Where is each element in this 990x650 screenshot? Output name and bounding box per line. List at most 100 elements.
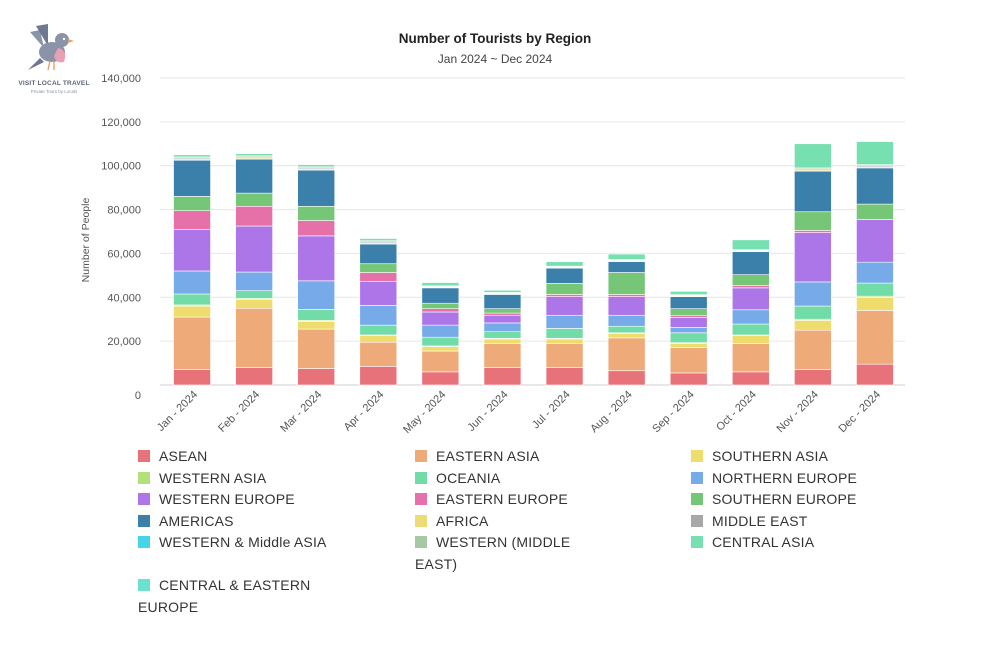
bar-segment — [794, 281, 832, 307]
bar-segment — [669, 314, 708, 318]
bar-segment — [607, 272, 646, 295]
bar-segment — [421, 302, 460, 309]
legend-swatch — [691, 450, 703, 462]
bar-segment — [359, 272, 398, 282]
legend-item[interactable]: CENTRAL ASIA — [691, 532, 891, 554]
bar-segment — [607, 337, 646, 372]
legend-item[interactable]: OCEANIA — [415, 468, 615, 490]
bar-segment — [173, 369, 211, 386]
bar-segment — [235, 205, 273, 227]
bar-segment — [545, 338, 584, 344]
y-tick-label: 140,000 — [101, 73, 141, 85]
legend-label: OCEANIA — [436, 469, 501, 486]
legend-swatch — [415, 471, 427, 484]
y-axis: 0 20,000 40,000 60,000 80,000 100,000 120,000 1… — [101, 73, 141, 402]
bar-segment — [173, 316, 211, 370]
legend-label: SOUTHERN ASIA — [712, 448, 829, 464]
legend-swatch — [691, 514, 703, 527]
bar-segment — [173, 210, 211, 230]
bar-segment — [545, 283, 584, 295]
bar-segment — [483, 308, 522, 314]
bar-segment — [297, 309, 336, 321]
bar-segment — [794, 329, 832, 370]
bar-segment — [235, 307, 273, 368]
legend-swatch — [691, 471, 703, 484]
legend-swatch — [415, 536, 427, 548]
bar-segment — [669, 296, 708, 309]
bar-segment — [235, 153, 273, 157]
legend-item[interactable]: AMERICAS — [138, 511, 338, 533]
bar-segment — [607, 314, 646, 327]
bar-segment — [545, 314, 584, 329]
legend-swatch — [415, 493, 427, 505]
bar-segment — [545, 267, 584, 284]
stacked-bar-chart: 0 20,000 40,000 60,000 80,000 100,000 120,000 1… — [80, 73, 905, 436]
bar-segment — [669, 327, 708, 334]
x-tick-label: Aug - 2024 — [588, 389, 635, 436]
legend-label: AMERICAS — [159, 512, 234, 529]
bar-segment — [607, 253, 646, 260]
legend-item[interactable]: MIDDLE EAST — [691, 511, 891, 533]
legend-item[interactable]: AFRICA — [415, 511, 615, 533]
bar-segment — [731, 287, 770, 311]
bar-segment — [421, 282, 460, 287]
legend-item[interactable]: ASEAN — [138, 446, 338, 468]
legend-item[interactable]: EASTERN ASIA — [415, 446, 615, 468]
bar-segment — [483, 322, 522, 333]
legend-item[interactable]: WESTERN (MIDDLE EAST) — [415, 532, 615, 575]
bar-segment — [607, 370, 646, 386]
legend-item[interactable]: WESTERN & Middle ASIA — [138, 532, 338, 554]
bar-segment — [421, 287, 460, 304]
bar-segment — [359, 324, 398, 336]
bar-segment — [235, 192, 273, 207]
bar-segment — [856, 296, 894, 311]
bar-segment — [297, 169, 336, 207]
bar-segment — [794, 230, 832, 233]
bar-segment — [856, 141, 894, 165]
x-tick-label: Jun - 2024 — [465, 389, 510, 434]
bar-segment — [359, 335, 398, 343]
bar-segment — [297, 368, 336, 386]
bar-segment — [794, 320, 832, 331]
bar-segment — [731, 274, 770, 286]
bar-segment — [359, 305, 398, 326]
legend-item[interactable]: EASTERN EUROPE — [415, 489, 615, 511]
x-axis: Jan - 2024 Feb - 2024 Mar - 2024 Apr - 2024… — [155, 389, 883, 436]
bar-segment — [545, 296, 584, 316]
legend-label: SOUTHERN EUROPE — [712, 491, 857, 507]
legend-label: WESTERN (MIDDLE EAST) — [415, 534, 571, 572]
bar-segment — [669, 372, 708, 386]
bar-segment — [173, 305, 211, 318]
legend-swatch — [415, 450, 427, 462]
bar-segment — [669, 343, 708, 349]
bar-segment — [607, 333, 646, 339]
x-tick-label: Feb - 2024 — [216, 389, 262, 435]
bar-segment — [607, 296, 646, 316]
y-axis-label: Number of People — [80, 198, 92, 283]
chart-title: Number of Tourists by Region — [398, 31, 592, 46]
bar-segment — [359, 243, 398, 265]
legend-label: MIDDLE EAST — [712, 512, 808, 529]
bar-segment — [731, 285, 770, 289]
bar-segment — [483, 289, 522, 293]
legend-swatch — [138, 450, 150, 462]
bar-segment — [731, 251, 770, 275]
bar-segment — [856, 261, 894, 284]
legend-item[interactable]: SOUTHERN EUROPE — [691, 489, 891, 511]
bar-segment — [173, 196, 211, 211]
legend-item[interactable]: WESTERN ASIA — [138, 468, 338, 490]
legend-label: NORTHERN EUROPE — [712, 469, 858, 486]
bar-segment — [669, 291, 708, 295]
legend-item[interactable]: CENTRAL & EASTERN EUROPE — [138, 575, 338, 618]
legend-swatch — [138, 514, 150, 527]
legend-swatch — [138, 579, 150, 591]
legend-item[interactable]: NORTHERN EUROPE — [691, 468, 891, 490]
legend-item[interactable]: WESTERN EUROPE — [138, 489, 338, 511]
legend-item[interactable]: SOUTHERN ASIA — [691, 446, 891, 468]
bar-segment — [669, 308, 708, 316]
bar-segment — [483, 314, 522, 324]
bar-segment — [731, 309, 770, 325]
bar-segment — [235, 290, 273, 299]
x-tick-label: Jan - 2024 — [155, 389, 200, 434]
bar-segment — [794, 143, 832, 169]
